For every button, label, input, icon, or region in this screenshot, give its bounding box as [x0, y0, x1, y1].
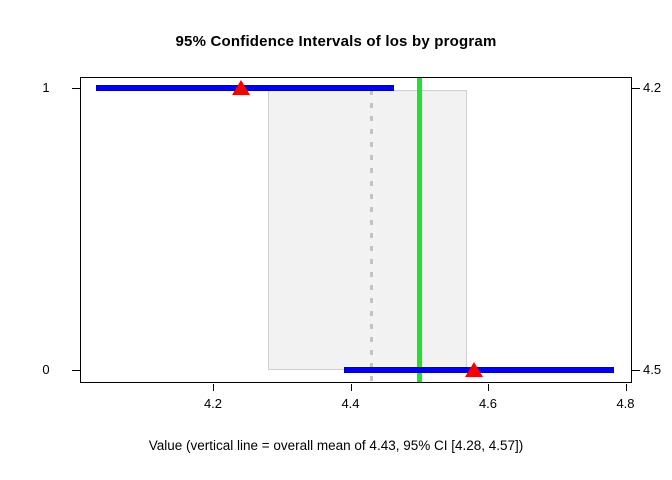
x-tick — [350, 384, 352, 391]
right-tick — [632, 370, 640, 371]
y-tick — [72, 88, 80, 89]
x-axis-caption: Value (vertical line = overall mean of 4… — [148, 438, 524, 453]
reference-line — [416, 78, 422, 382]
overall-mean-line — [369, 90, 373, 382]
overall-ci-band — [268, 90, 468, 370]
mean-marker-program-0 — [465, 362, 484, 377]
x-tick-label: 4.6 — [478, 396, 498, 411]
x-tick — [213, 384, 214, 391]
y-tick — [72, 370, 80, 371]
y-tick-label: 1 — [42, 80, 50, 95]
x-tick-label: 4.4 — [341, 396, 360, 411]
group-mean-label: 4.2 — [643, 80, 662, 95]
x-tick — [488, 384, 489, 391]
x-tick — [625, 384, 627, 391]
group-mean-label: 4.5 — [643, 362, 662, 377]
mean-marker-program-1 — [231, 80, 250, 95]
chart-title: 95% Confidence Intervals of los by progr… — [175, 33, 497, 50]
right-tick — [632, 88, 640, 89]
x-tick-label: 4.8 — [616, 396, 635, 411]
plot-frame — [80, 77, 632, 383]
y-tick-label: 0 — [42, 362, 50, 377]
x-tick-label: 4.2 — [203, 396, 223, 411]
